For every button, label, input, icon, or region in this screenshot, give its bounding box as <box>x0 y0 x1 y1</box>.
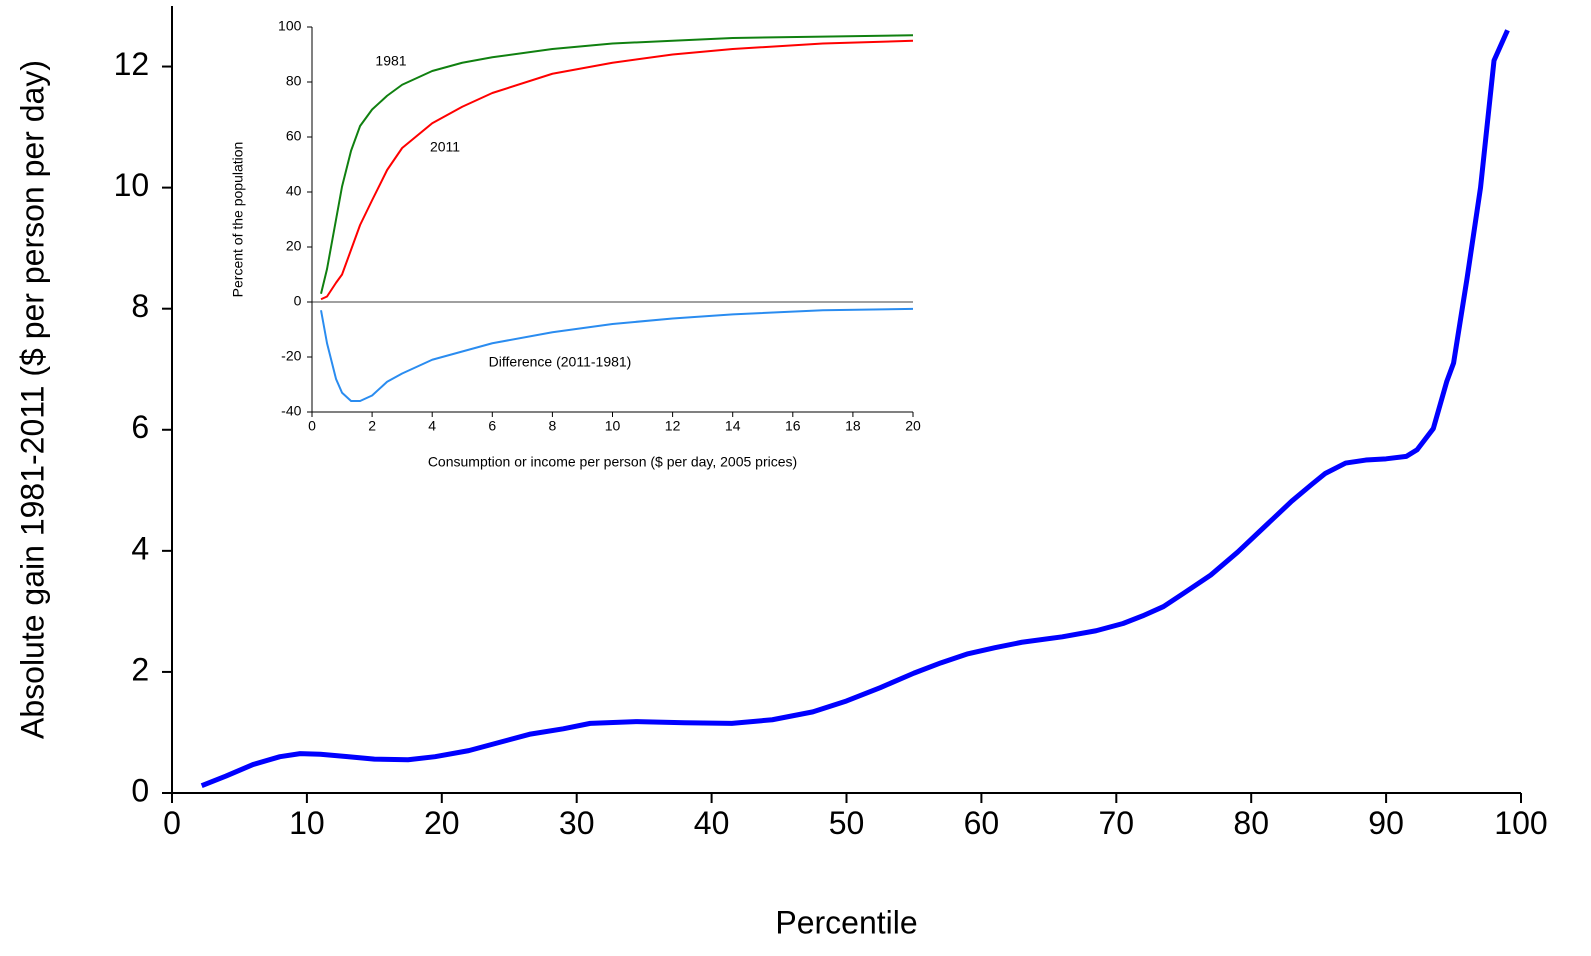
x-tick-label: 70 <box>1099 805 1135 841</box>
x-tick-label: 4 <box>428 418 436 434</box>
series-line <box>320 34 914 294</box>
y-tick-label: -40 <box>281 403 301 419</box>
x-tick-label: 10 <box>605 418 621 434</box>
y-tick-label: 8 <box>131 288 149 324</box>
x-tick-label: 16 <box>785 418 801 434</box>
x-tick-label: 18 <box>845 418 861 434</box>
y-tick-label: 40 <box>286 183 302 199</box>
x-tick-label: 30 <box>559 805 595 841</box>
y-tick-label: 20 <box>286 238 302 254</box>
x-tick-label: 90 <box>1368 805 1404 841</box>
x-tick-label: 40 <box>694 805 730 841</box>
y-tick-label: 80 <box>286 73 302 89</box>
x-tick-label: 20 <box>424 805 460 841</box>
x-tick-label: 6 <box>488 418 496 434</box>
x-tick-label: 80 <box>1233 805 1269 841</box>
series-line <box>320 307 914 402</box>
x-axis-label: Consumption or income per person ($ per … <box>428 454 797 470</box>
x-tick-label: 50 <box>829 805 865 841</box>
y-tick-label: 10 <box>114 167 150 203</box>
x-tick-label: 14 <box>725 418 741 434</box>
y-tick-label: -20 <box>281 348 301 364</box>
y-tick-label: 60 <box>286 128 302 144</box>
x-tick-label: 2 <box>368 418 376 434</box>
x-tick-label: 8 <box>549 418 557 434</box>
data-line <box>200 29 1510 789</box>
x-tick-label: 10 <box>289 805 325 841</box>
y-tick-label: 6 <box>131 409 149 445</box>
y-tick-label: 4 <box>131 530 149 566</box>
x-tick-label: 12 <box>665 418 681 434</box>
y-tick-label: 2 <box>131 651 149 687</box>
x-axis-label: Percentile <box>775 904 917 940</box>
y-axis-label: Absolute gain 1981-2011 ($ per person pe… <box>14 60 50 739</box>
y-tick-label: 0 <box>131 772 149 808</box>
series-line <box>320 39 914 301</box>
x-tick-label: 0 <box>163 805 181 841</box>
series-label: 1981 <box>375 53 406 69</box>
y-tick-label: 100 <box>278 18 302 34</box>
x-tick-label: 20 <box>905 418 921 434</box>
y-tick-label: 12 <box>114 46 150 82</box>
y-axis-label: Percent of the population <box>230 142 246 298</box>
y-tick-label: 0 <box>294 293 302 309</box>
x-tick-label: 60 <box>964 805 1000 841</box>
x-tick-label: 0 <box>308 418 316 434</box>
series-label: Difference (2011-1981) <box>489 354 632 370</box>
x-tick-label: 100 <box>1494 805 1547 841</box>
series-label: 2011 <box>430 139 460 155</box>
